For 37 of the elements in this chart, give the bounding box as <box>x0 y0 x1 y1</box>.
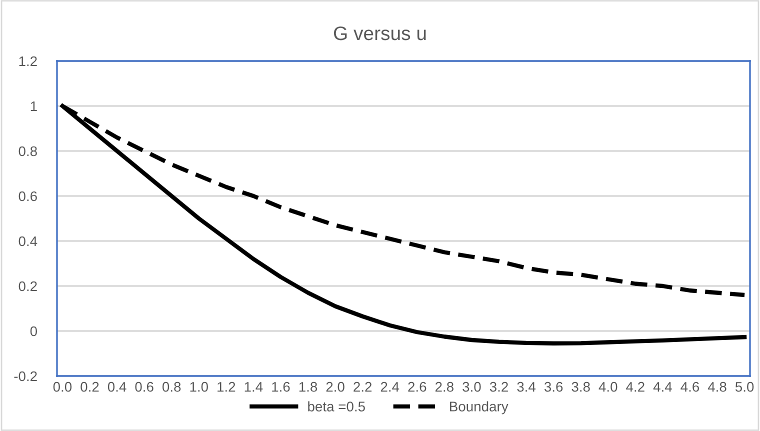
x-tick-label: 0.8 <box>162 382 181 392</box>
y-tick-label: 0 <box>30 326 38 336</box>
chart-title: G versus u <box>334 26 426 40</box>
x-tick-label: 2.0 <box>326 382 344 392</box>
x-tick-label: 3.4 <box>517 382 536 392</box>
y-tick-label: 1.2 <box>19 56 37 66</box>
x-tick-label: 1.2 <box>218 382 236 392</box>
legend-label: Boundary <box>450 401 508 414</box>
y-tick-label: -0.2 <box>14 371 37 382</box>
x-tick-label: 0.6 <box>135 382 154 392</box>
x-tick-label: 3.6 <box>544 382 563 392</box>
x-tick-label: 2.2 <box>354 382 372 392</box>
x-tick-label: 4.8 <box>708 382 726 392</box>
x-tick-label: 0.0 <box>53 382 72 392</box>
y-tick-label: 0.4 <box>18 236 38 246</box>
x-tick-label: 1.0 <box>190 382 208 392</box>
x-tick-label: 1.8 <box>299 382 318 392</box>
x-tick-label: 3.8 <box>572 382 590 392</box>
x-tick-label: 4.4 <box>653 382 672 392</box>
legend-label: beta =0.5 <box>308 401 365 412</box>
x-tick-label: 3.2 <box>490 382 508 392</box>
x-tick-label: 2.8 <box>435 382 454 392</box>
x-tick-label: 2.4 <box>380 382 400 392</box>
x-tick-label: 1.6 <box>272 382 290 392</box>
y-tick-label: 0.2 <box>18 281 37 292</box>
x-tick-label: 0.4 <box>108 382 126 392</box>
x-tick-label: 1.4 <box>244 382 263 392</box>
x-tick-label: 4.0 <box>598 382 618 392</box>
x-tick-label: 2.6 <box>408 382 426 392</box>
x-tick-label: 3.0 <box>462 382 481 392</box>
x-tick-label: 4.6 <box>680 382 700 392</box>
x-tick-label: 4.2 <box>626 382 644 392</box>
x-tick-label: 0.2 <box>80 382 99 392</box>
y-tick-label: 0.6 <box>18 191 37 202</box>
x-tick-label: 5.0 <box>735 382 754 392</box>
y-tick-label: 1 <box>30 101 37 112</box>
y-tick-label: 0.8 <box>18 146 37 156</box>
